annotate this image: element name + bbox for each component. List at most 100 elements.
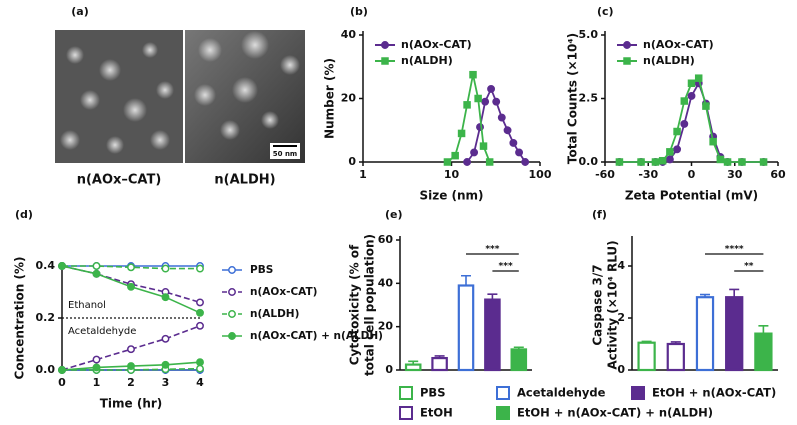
data-point: [481, 97, 490, 106]
x-tick-label: 0: [58, 376, 66, 389]
data-point: [694, 74, 703, 82]
y-axis-label: total cell population): [363, 234, 377, 376]
bar: [431, 356, 448, 372]
data-point: [709, 137, 717, 146]
data-point: [680, 119, 689, 128]
data-point: [665, 155, 674, 164]
legend-label: n(AOx-CAT): [250, 286, 317, 298]
bar: [637, 341, 656, 372]
bar: [510, 348, 528, 372]
data-point: [196, 298, 204, 307]
y-tick-label: 0.0: [579, 155, 599, 168]
legend-label: n(ALDH): [401, 54, 453, 67]
data-point: [615, 158, 624, 166]
y-tick-label: 0.0: [36, 363, 56, 376]
y-tick-label: 0.4: [36, 259, 56, 272]
legend-label: n(AOx-CAT): [643, 38, 714, 51]
data-point: [58, 366, 66, 374]
data-point: [196, 321, 204, 330]
y-tick-label: 5.0: [579, 28, 599, 41]
legend-swatch: [631, 386, 645, 400]
legend-label: n(AOx-CAT) + n(ALDH): [250, 330, 383, 342]
data-point: [687, 79, 696, 88]
data-point: [637, 158, 645, 166]
tem-image: [55, 30, 183, 163]
legend-marker: [381, 41, 389, 49]
panel-label: (b): [350, 5, 368, 18]
bar: [754, 332, 773, 372]
bar: [404, 363, 422, 372]
panel-label: (f): [592, 208, 607, 221]
data-point: [702, 102, 710, 110]
y-tick-label: 60: [378, 233, 394, 246]
legend-label: Acetaldehyde: [517, 386, 606, 400]
data-point: [474, 94, 482, 103]
significance-label: ****: [725, 245, 744, 255]
x-tick-label: -60: [595, 168, 615, 181]
legend-label: EtOH: [420, 406, 453, 420]
data-point: [58, 262, 66, 270]
bar: [666, 342, 685, 372]
error-bar: [408, 360, 419, 365]
legend-swatch: [496, 406, 510, 420]
series-line: [62, 265, 200, 270]
data-point: [738, 158, 746, 166]
x-axis-label: Zeta Potential (mV): [625, 189, 758, 203]
legend-swatch: [399, 386, 413, 400]
data-point: [92, 262, 101, 270]
image-caption: n(ALDH): [214, 173, 275, 188]
data-point: [497, 113, 506, 122]
data-point: [127, 282, 135, 291]
legend-marker: [623, 57, 631, 65]
error-bar: [729, 288, 740, 298]
panel-label: (a): [71, 5, 88, 18]
data-point: [470, 148, 479, 157]
x-axis-label: Size (nm): [419, 189, 483, 203]
error-bar: [513, 346, 524, 350]
error-bar: [641, 340, 652, 343]
error-bar: [487, 293, 498, 300]
legend-label: EtOH + n(AOx-CAT) + n(ALDH): [517, 406, 713, 420]
data-point: [196, 358, 204, 367]
y-axis-label: Caspase 3/7: [591, 264, 605, 345]
y-tick-label: 0: [385, 363, 393, 376]
y-axis-label: Concentration (%): [13, 257, 27, 380]
data-point: [92, 363, 101, 372]
y-tick-label: 2.5: [579, 92, 599, 105]
data-point: [680, 97, 689, 105]
error-bar: [461, 274, 471, 286]
error-bar: [670, 341, 681, 344]
data-point: [196, 364, 204, 373]
data-point: [509, 139, 518, 147]
panel-label: (d): [15, 208, 33, 221]
bar: [457, 284, 475, 372]
legend-label: n(ALDH): [643, 54, 695, 67]
x-tick-label: 0: [688, 168, 696, 181]
data-point: [759, 158, 768, 166]
data-point: [723, 158, 732, 166]
significance-label: **: [744, 262, 754, 272]
legend-label: EtOH + n(AOx-CAT): [652, 386, 776, 400]
data-point: [92, 355, 101, 364]
x-axis-label: Time (hr): [100, 397, 163, 411]
bar: [695, 296, 715, 372]
x-tick-label: 30: [727, 168, 743, 181]
x-tick-label: 60: [770, 168, 786, 181]
data-point: [463, 101, 471, 109]
legend-marker: [228, 266, 236, 274]
data-point: [127, 345, 135, 354]
legend-label: PBS: [420, 386, 445, 400]
x-tick-label: 10: [444, 168, 460, 181]
y-tick-label: 0.2: [36, 311, 56, 324]
data-point: [666, 148, 674, 156]
error-bar: [758, 325, 769, 334]
data-point: [127, 362, 135, 371]
image-caption: n(AOx–CAT): [77, 173, 162, 188]
y-tick-label: 0: [348, 155, 356, 168]
legend-marker: [623, 41, 631, 49]
legend-label: PBS: [250, 264, 273, 276]
x-tick-label: 1: [93, 376, 101, 389]
data-point: [716, 155, 725, 164]
bar: [484, 298, 501, 372]
